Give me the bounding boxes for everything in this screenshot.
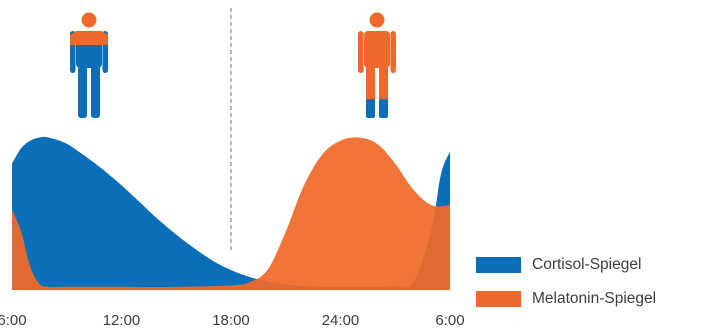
legend-swatch-melatonin bbox=[476, 291, 521, 307]
x-tick-label: 12:00 bbox=[103, 312, 141, 329]
melatonin-area bbox=[12, 137, 450, 290]
left-arm-shape bbox=[358, 31, 364, 73]
head-icon bbox=[369, 12, 385, 28]
cortisol-area bbox=[12, 136, 450, 290]
torso-shape bbox=[364, 31, 390, 68]
x-tick-label: 24:00 bbox=[322, 312, 360, 329]
right-foot-band-shape bbox=[379, 99, 388, 118]
x-tick-label: 6:00 bbox=[0, 312, 27, 329]
legend: Cortisol-Spiegel Melatonin-Spiegel bbox=[476, 254, 656, 322]
x-axis-ticks: 6:00 12:00 18:00 24:00 6:00 bbox=[0, 312, 465, 329]
person-icon-night bbox=[358, 12, 396, 118]
legend-label-cortisol: Cortisol-Spiegel bbox=[532, 256, 642, 273]
person-icon-day bbox=[70, 12, 108, 118]
right-arm-shape bbox=[390, 31, 396, 73]
left-leg-shape bbox=[78, 66, 87, 118]
x-tick-label: 6:00 bbox=[435, 312, 464, 329]
x-tick-label: 18:00 bbox=[212, 312, 250, 329]
legend-swatch-cortisol bbox=[476, 257, 521, 273]
legend-item-cortisol: Cortisol-Spiegel bbox=[476, 254, 656, 276]
left-foot-band-shape bbox=[366, 99, 375, 118]
upper-band-shape bbox=[70, 31, 108, 45]
legend-item-melatonin: Melatonin-Spiegel bbox=[476, 288, 656, 310]
legend-label-melatonin: Melatonin-Spiegel bbox=[532, 290, 657, 307]
chart-areas bbox=[12, 136, 450, 290]
right-leg-shape bbox=[91, 66, 100, 118]
head-icon bbox=[81, 12, 97, 28]
